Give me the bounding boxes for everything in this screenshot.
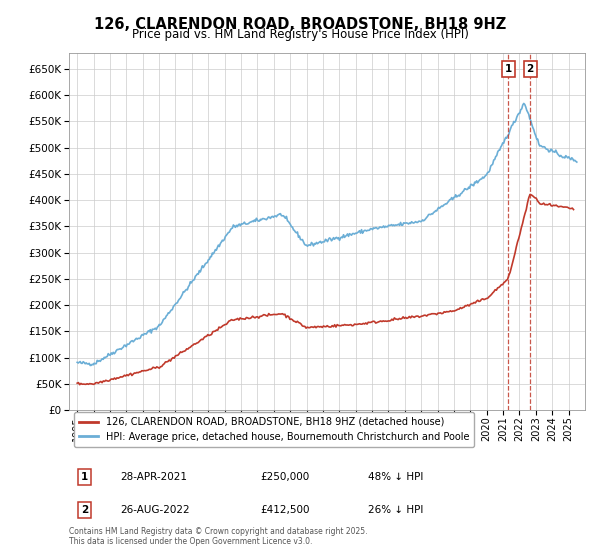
Text: £412,500: £412,500 bbox=[260, 505, 310, 515]
Text: 126, CLARENDON ROAD, BROADSTONE, BH18 9HZ: 126, CLARENDON ROAD, BROADSTONE, BH18 9H… bbox=[94, 17, 506, 32]
Text: 1: 1 bbox=[81, 472, 88, 482]
Text: 28-APR-2021: 28-APR-2021 bbox=[121, 472, 188, 482]
Text: 48% ↓ HPI: 48% ↓ HPI bbox=[368, 472, 424, 482]
Text: Contains HM Land Registry data © Crown copyright and database right 2025.
This d: Contains HM Land Registry data © Crown c… bbox=[69, 526, 367, 546]
Text: Price paid vs. HM Land Registry's House Price Index (HPI): Price paid vs. HM Land Registry's House … bbox=[131, 28, 469, 41]
Text: 2: 2 bbox=[81, 505, 88, 515]
Text: 26% ↓ HPI: 26% ↓ HPI bbox=[368, 505, 424, 515]
Text: 1: 1 bbox=[505, 64, 512, 74]
Text: £250,000: £250,000 bbox=[260, 472, 309, 482]
Legend: 126, CLARENDON ROAD, BROADSTONE, BH18 9HZ (detached house), HPI: Average price, : 126, CLARENDON ROAD, BROADSTONE, BH18 9H… bbox=[74, 412, 475, 447]
Text: 26-AUG-2022: 26-AUG-2022 bbox=[121, 505, 190, 515]
Text: 2: 2 bbox=[526, 64, 534, 74]
